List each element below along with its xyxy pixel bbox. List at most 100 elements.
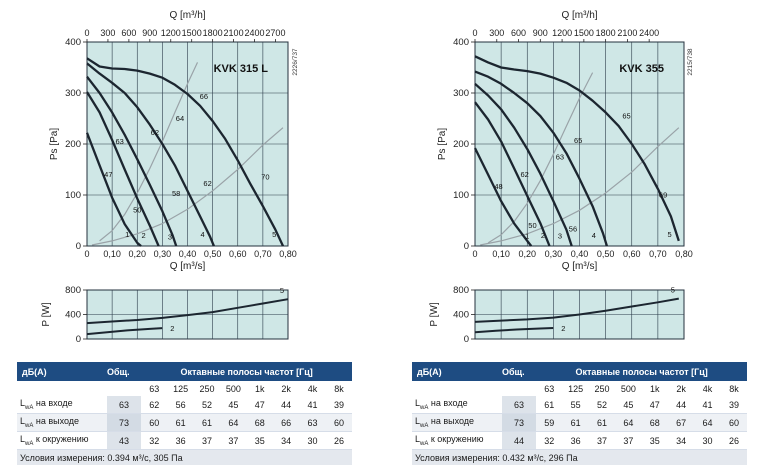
curve-annotation: 5 — [272, 230, 276, 239]
row-label: LwA к окружению — [17, 431, 107, 450]
freq-cell: 125 — [173, 383, 189, 394]
fan-curve-1 — [473, 147, 533, 247]
noise-table-kvk-355: дБ(А) Общ. Октавные полосы частот [Гц] 63 12… — [412, 362, 748, 465]
row-label-rest: на входе — [428, 398, 468, 409]
power-curve-2 — [474, 327, 554, 334]
x2-tick-label: 1500 — [574, 28, 594, 38]
curve-annotation: 65 — [574, 136, 582, 145]
y-tick-label: 400 — [453, 37, 469, 48]
freq-blank — [412, 381, 502, 396]
x-tick-label: 0,40 — [179, 249, 197, 259]
fan-curve-5 — [86, 57, 285, 247]
band-value: 35 — [246, 431, 273, 450]
band-value: 26 — [325, 431, 353, 450]
side-code: 2215/738 — [687, 48, 694, 75]
col-total-header: Общ. — [107, 362, 141, 381]
freq-blank — [17, 381, 107, 396]
band-value: 47 — [641, 396, 668, 414]
x2-tick-label: 1500 — [182, 28, 202, 38]
y-tick-label: 400 — [65, 37, 81, 48]
curve-annotation: 3 — [558, 231, 562, 240]
freq-row: 63 125 250 500 1k 2k 4k 8k — [17, 381, 352, 396]
curve-annotation: 47 — [104, 170, 112, 179]
x2-axis-title: Q [m³/h] — [169, 10, 205, 21]
freq-cell: 4k — [307, 383, 318, 394]
system-curve — [91, 127, 284, 246]
x2-tick-label: 300 — [489, 28, 504, 38]
y-axis-title: Ps [Pa] — [49, 128, 60, 160]
band-value: 55 — [562, 396, 589, 414]
band-value: 30 — [299, 431, 326, 450]
curve-annotation: 69 — [659, 191, 667, 200]
x2-tick-label: 2400 — [244, 28, 264, 38]
row-label-main: L — [415, 434, 421, 445]
row-label-sub: wA — [25, 404, 34, 411]
x-tick-label: 0,10 — [103, 249, 121, 259]
band-value: 60 — [325, 413, 353, 432]
band-value: 41 — [694, 396, 721, 414]
freq-cell: 125 — [568, 383, 584, 394]
x2-tick-label: 900 — [533, 28, 548, 38]
row-label-main: L — [20, 416, 26, 427]
power-curve-5 — [474, 297, 679, 323]
x2-axis-title: Q [m³/h] — [561, 10, 597, 21]
model-label: KVK 355 — [619, 63, 664, 75]
table-row: LwA на выходе 73 60 61 61 64 68 66 63 60 — [17, 413, 353, 432]
row-total: 43 — [107, 431, 141, 450]
fan-curve-1 — [85, 132, 142, 247]
y-axis-title: Ps [Pa] — [437, 128, 448, 160]
band-value: 68 — [246, 413, 273, 432]
curve-annotation: 50 — [528, 221, 536, 230]
row-total: 73 — [502, 413, 536, 432]
freq-cell: 500 — [620, 383, 636, 394]
row-label-main: L — [415, 416, 421, 427]
x2-tick-label: 2400 — [639, 28, 659, 38]
curve-annotation: 4 — [200, 230, 204, 239]
band-value: 37 — [220, 431, 247, 450]
x-tick-label: 0,70 — [254, 249, 272, 259]
x2-tick-label: 2100 — [617, 28, 637, 38]
band-value: 62 — [141, 396, 168, 414]
band-value: 34 — [667, 431, 695, 450]
y-tick-label: 100 — [453, 190, 469, 201]
freq-cell: 8k — [729, 383, 739, 394]
band-value: 66 — [272, 413, 300, 432]
row-label-sub: wA — [420, 404, 429, 411]
x2-tick-label: 900 — [142, 28, 157, 38]
measurement-condition: Условия измерения: 0.432 м³/с, 296 Па — [412, 449, 748, 465]
col-total-header: Общ. — [502, 362, 536, 381]
row-label-sub: wA — [25, 422, 34, 429]
curve-annotation: 70 — [261, 173, 269, 182]
table-row: LwA к окружению 43 32 36 37 37 35 34 30 26 — [17, 431, 353, 450]
curve-annotation: 63 — [115, 137, 123, 146]
band-value: 37 — [193, 431, 221, 450]
band-value: 37 — [615, 431, 642, 450]
freq-cell: 4k — [702, 383, 713, 394]
band-value: 32 — [141, 431, 168, 450]
system-curve — [99, 62, 199, 242]
x-tick-label: 0,30 — [154, 249, 172, 259]
band-value: 35 — [641, 431, 668, 450]
band-value: 44 — [667, 396, 695, 414]
curve-annotation: 5 — [668, 230, 672, 239]
band-value: 61 — [193, 413, 221, 432]
x-tick-label: 0,80 — [675, 249, 693, 259]
x2-tick-label: 1800 — [203, 28, 223, 38]
x-tick-label: 0,50 — [597, 249, 615, 259]
band-value: 52 — [588, 396, 616, 414]
band-value: 34 — [272, 431, 300, 450]
x-tick-label: 0,80 — [279, 249, 297, 259]
curve-annotation: 4 — [592, 231, 596, 240]
col-bands-header: Октавные полосы частот [Гц] — [141, 362, 353, 381]
x2-tick-label: 600 — [121, 28, 136, 38]
row-label-sub: wA — [25, 440, 34, 447]
freq-cell: 250 — [594, 383, 610, 394]
curve-annotation: 2 — [541, 231, 545, 240]
freq-blank — [107, 381, 141, 396]
table-row: LwA на входе 63 61 55 52 45 47 44 41 39 — [412, 396, 748, 414]
x-tick-label: 0,70 — [649, 249, 667, 259]
freq-cell: 2k — [281, 383, 291, 394]
x2-tick-label: 2700 — [265, 28, 285, 38]
power-curve-label: 2 — [170, 324, 174, 333]
col-db-header: дБ(А) — [17, 362, 107, 381]
